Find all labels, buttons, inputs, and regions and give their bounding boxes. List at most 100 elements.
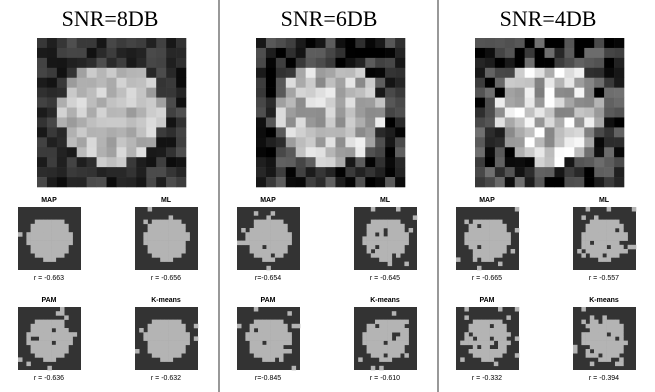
pixel: [385, 88, 395, 98]
pixel: [296, 98, 306, 108]
pixel: [164, 332, 169, 337]
pixel: [266, 108, 276, 118]
pixel: [177, 341, 182, 346]
pixel: [52, 253, 57, 258]
pixel: [383, 236, 388, 241]
pixel: [143, 220, 148, 225]
pixel: [485, 257, 490, 262]
pixel: [355, 127, 365, 137]
pixel: [116, 157, 126, 167]
pixel: [375, 228, 380, 233]
pixel: [355, 48, 365, 58]
pixel: [525, 177, 535, 187]
pixel: [535, 127, 545, 137]
pixel: [375, 38, 385, 48]
pixel: [43, 249, 48, 254]
pixel: [275, 253, 280, 258]
pixel: [614, 157, 624, 167]
pixel: [245, 241, 250, 246]
pixel: [156, 177, 166, 187]
pixel: [258, 324, 263, 329]
pixel: [37, 137, 47, 147]
pixel: [47, 353, 52, 358]
pixel: [485, 245, 490, 250]
pixel: [31, 245, 35, 250]
pixel: [586, 236, 591, 241]
pixel: [136, 88, 146, 98]
pixel: [326, 167, 336, 177]
pixel: [275, 349, 280, 354]
pixel: [564, 98, 574, 108]
pixel: [169, 345, 174, 350]
pixel: [254, 236, 258, 241]
pixel: [632, 207, 637, 212]
pixel: [619, 341, 624, 346]
pixel: [477, 266, 482, 271]
pixel: [485, 108, 495, 118]
pixel: [148, 232, 153, 237]
pixel: [173, 341, 178, 346]
pixel: [296, 78, 306, 88]
pixel: [604, 98, 614, 108]
method-label: ML: [161, 197, 172, 204]
pixel: [598, 332, 603, 337]
method-label: K-means: [589, 297, 619, 304]
pixel: [316, 88, 326, 98]
pixel: [385, 108, 395, 118]
pixel: [296, 48, 306, 58]
pixel: [584, 58, 594, 68]
pixel: [37, 78, 47, 88]
pixel: [279, 245, 284, 250]
pixel: [52, 336, 57, 341]
pixel: [326, 58, 336, 68]
segmentation-image: [456, 207, 519, 270]
pixel: [136, 117, 146, 127]
pixel: [271, 324, 276, 329]
pixel: [283, 241, 288, 246]
pixel: [495, 177, 505, 187]
pixel: [164, 336, 169, 341]
pixel: [254, 320, 258, 325]
method-label: ML: [599, 197, 610, 204]
pixel: [400, 236, 405, 241]
pixel: [146, 38, 156, 48]
pixel: [515, 108, 525, 118]
r-value: r = -0.632: [151, 375, 181, 382]
pixel: [607, 353, 612, 358]
pixel: [594, 224, 599, 229]
pixel: [379, 232, 384, 237]
pixel: [365, 88, 375, 98]
pixel: [156, 224, 161, 229]
pixel: [515, 68, 525, 78]
pixel: [176, 38, 186, 48]
pixel: [611, 253, 616, 258]
pixel: [60, 345, 65, 350]
pixel: [584, 98, 594, 108]
pixel: [52, 332, 57, 337]
pixel: [502, 245, 507, 250]
pixel: [365, 147, 375, 157]
pixel: [485, 324, 490, 329]
pixel: [39, 353, 44, 358]
pixel: [564, 58, 574, 68]
pixel: [481, 320, 486, 325]
pixel: [287, 336, 292, 341]
pixel: [262, 249, 267, 254]
pixel: [515, 48, 525, 58]
pixel: [494, 224, 499, 229]
pixel: [355, 98, 365, 108]
pixel: [296, 177, 306, 187]
pixel: [279, 357, 284, 362]
pixel: [266, 157, 276, 167]
pixel: [400, 332, 405, 337]
pixel: [87, 137, 97, 147]
pixel: [611, 320, 616, 325]
pixel: [564, 108, 574, 118]
pixel: [254, 249, 258, 254]
pixel: [586, 353, 591, 358]
pixel: [494, 324, 499, 329]
pixel: [495, 157, 505, 167]
r-value: r=-0.845: [255, 375, 281, 382]
pixel: [57, 98, 67, 108]
pixel: [535, 117, 545, 127]
